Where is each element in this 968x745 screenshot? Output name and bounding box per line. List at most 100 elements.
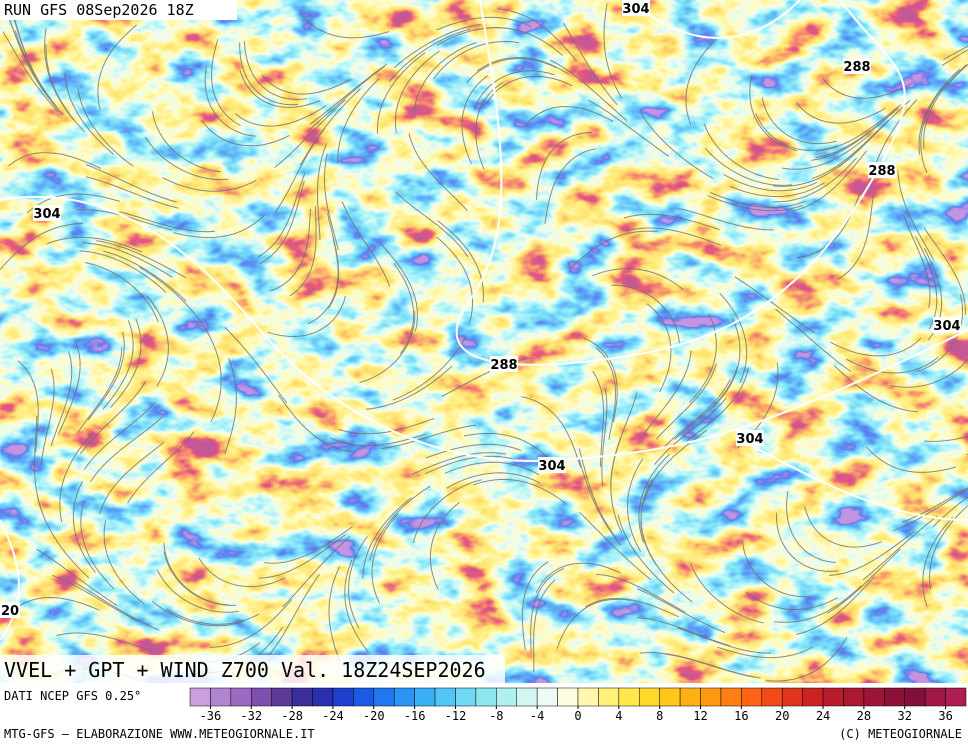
colorbar-cell [414,687,436,707]
contour-label: 304 [933,319,960,334]
colorbar-tick-label: -32 [240,709,262,723]
streamline [412,479,483,544]
streamline [0,222,83,270]
streamline [661,379,731,450]
streamline [73,581,160,631]
streamline [846,356,939,374]
contour [629,0,801,39]
streamline [224,326,288,404]
streamline [638,453,670,543]
streamline [327,213,340,309]
colorbar-cell [393,687,415,707]
streamline [774,585,863,623]
streamline [833,365,919,413]
streamline [119,211,215,233]
colorbar-cell [557,687,579,707]
streamline [924,435,968,442]
streamline [261,74,352,95]
streamline [655,363,717,440]
streamline [77,347,123,434]
streamline [173,214,266,239]
colorbar-cell [475,687,497,707]
colorbar-cell [781,687,803,707]
streamline [433,40,520,80]
streamline [637,588,726,634]
streamline [862,515,938,581]
streamline [782,133,871,170]
contour-labels: 304 288 288 304 304 288 304 304 20 [0,0,961,619]
streamline [14,19,58,108]
streamline [103,250,187,302]
colorbar-cell [822,687,844,707]
streamline [890,358,968,388]
streamline [2,31,59,113]
streamline [36,548,118,606]
streamline [723,173,818,192]
streamline [579,511,651,580]
streamline [485,75,573,105]
header-box [0,0,237,20]
streamline [476,57,570,75]
streamline [165,608,260,625]
contour-label-bg [868,162,896,178]
geopotential-contours [0,0,968,640]
streamline [772,157,857,203]
streamline [685,36,719,125]
streamline [40,368,55,466]
colorbar-tick-label: 24 [816,709,830,723]
streamline [388,28,471,83]
streamline [394,50,440,133]
streamline [44,28,74,120]
streamline [915,236,938,330]
contour-label-bg [33,205,61,221]
streamline [139,266,210,336]
streamline [393,262,415,354]
streamline [395,191,469,258]
streamline [524,105,614,128]
streamline [710,192,806,208]
streamline [89,416,163,483]
streamline [570,230,658,269]
colorbar-cell [577,687,599,707]
streamline [81,242,173,278]
streamline [258,534,346,579]
streamline [299,12,390,39]
streamline [163,542,229,606]
streamline [530,568,565,654]
streamline [97,24,137,110]
colorbar-tick-label: 20 [775,709,789,723]
streamline [811,111,895,161]
title-box [0,655,505,683]
colorbar-tick-label: 32 [898,709,912,723]
streamline [601,388,608,486]
streamline [578,457,622,546]
streamline [643,350,692,436]
streamline [734,276,816,334]
colorbar-cell [802,687,824,707]
colorbar-tick-label: 4 [615,709,622,723]
contour-label: 304 [622,2,649,17]
run-label: RUN GFS 08Sep2026 18Z [4,1,194,19]
streamline [712,317,741,408]
contour-label: 288 [843,60,870,75]
vertical-velocity-field [0,0,968,683]
streamline [826,548,901,614]
streamline [144,136,229,181]
streamline [45,44,85,133]
colorbar-tick-label: 16 [734,709,748,723]
contour-label-bg [622,0,650,16]
contour-label-bg [843,58,871,74]
colorbar-tick-label: -36 [200,709,222,723]
streamline [324,153,339,251]
streamline [424,455,520,475]
streamline [79,381,147,455]
streamline [309,65,386,130]
streamline [429,501,460,590]
colorbar-cell [884,687,905,707]
streamline [536,132,593,200]
streamline [745,591,838,611]
map [0,0,968,683]
streamline [611,284,680,344]
streamline [902,214,931,309]
